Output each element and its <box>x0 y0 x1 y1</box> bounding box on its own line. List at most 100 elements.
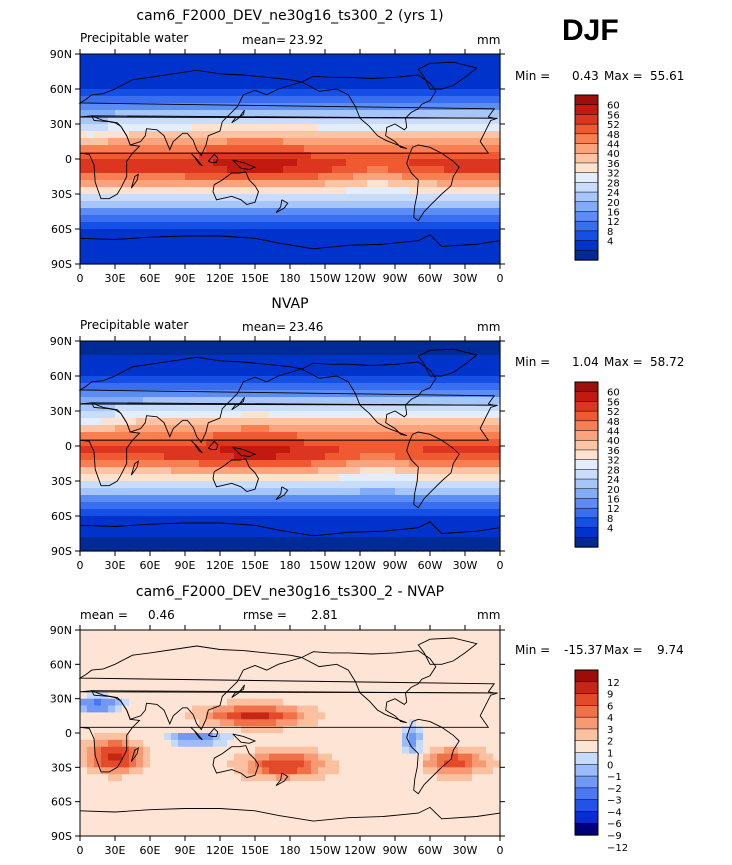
field-cell <box>346 124 354 132</box>
field-cell <box>136 208 144 216</box>
field-cell <box>402 145 410 153</box>
field-cell <box>493 159 501 167</box>
field-cell <box>199 96 207 104</box>
field-cell <box>262 650 270 659</box>
field-cell <box>269 481 277 489</box>
field-cell <box>290 719 298 727</box>
field-cell <box>276 166 284 174</box>
field-cell <box>234 54 242 62</box>
field-cell <box>115 89 123 97</box>
field-cell <box>458 664 466 672</box>
field-cell <box>416 467 424 475</box>
field-cell <box>150 733 158 741</box>
field-cell <box>143 166 151 174</box>
field-cell <box>430 355 438 363</box>
field-cell <box>185 467 193 475</box>
field-cell <box>486 201 494 209</box>
field-cell <box>437 117 445 125</box>
field-cell <box>437 509 445 517</box>
field-cell <box>465 341 473 349</box>
field-cell <box>80 131 88 139</box>
coastline <box>232 159 257 170</box>
field-cell <box>122 159 130 167</box>
field-cell <box>360 222 368 230</box>
field-cell <box>472 705 480 713</box>
field-cell <box>171 376 179 384</box>
field-cell <box>304 257 312 265</box>
field-cell <box>458 54 466 62</box>
field-cell <box>486 530 494 538</box>
field-cell <box>87 404 95 412</box>
field-cell <box>94 89 102 97</box>
field-cell <box>339 138 347 146</box>
field-cell <box>213 509 221 517</box>
field-cell <box>444 746 452 755</box>
field-cell <box>241 75 249 83</box>
field-cell <box>108 684 116 693</box>
field-cell <box>283 495 291 503</box>
field-cell <box>374 746 382 755</box>
field-cell <box>465 684 473 693</box>
field-cell <box>416 187 424 195</box>
field-cell <box>171 390 179 398</box>
field-cell <box>283 180 291 188</box>
field-cell <box>213 75 221 83</box>
field-cell <box>388 376 396 384</box>
field-cell <box>164 481 172 489</box>
field-cell <box>423 509 431 517</box>
field-cell <box>178 760 186 768</box>
field-cell <box>234 453 242 461</box>
field-cell <box>248 753 256 762</box>
field-cell <box>465 376 473 384</box>
field-cell <box>297 630 305 638</box>
field-cell <box>122 474 130 482</box>
field-cell <box>430 664 438 672</box>
field-cell <box>409 355 417 363</box>
field-cell <box>353 411 361 419</box>
field-cell <box>269 544 277 552</box>
field-cell <box>458 257 466 265</box>
field-cell <box>318 166 326 174</box>
field-cell <box>234 376 242 384</box>
field-cell <box>318 530 326 538</box>
field-cell <box>108 739 116 748</box>
field-cell <box>248 502 256 510</box>
field-cell <box>402 257 410 265</box>
field-cell <box>276 474 284 482</box>
field-cell <box>360 159 368 167</box>
field-cell <box>115 208 123 216</box>
field-cell <box>437 495 445 503</box>
field-cell <box>80 110 88 118</box>
field-cell <box>115 698 123 707</box>
colorbar-label: 52 <box>607 407 620 418</box>
field-cell <box>206 383 214 391</box>
field-cell <box>388 671 396 679</box>
field-cell <box>325 250 333 258</box>
field-cell <box>339 96 347 104</box>
field-cell <box>395 145 403 153</box>
field-cell <box>325 89 333 97</box>
field-cell <box>136 753 144 762</box>
field-cell <box>255 390 263 398</box>
field-cell <box>423 460 431 468</box>
field-cell <box>444 194 452 202</box>
field-cell <box>178 173 186 181</box>
field-cell <box>486 460 494 468</box>
field-cell <box>402 636 410 645</box>
field-cell <box>451 630 459 638</box>
field-cell <box>290 650 298 659</box>
field-cell <box>150 516 158 524</box>
field-cell <box>143 650 151 659</box>
field-cell <box>122 691 130 700</box>
field-cell <box>311 671 319 679</box>
field-cell <box>381 355 389 363</box>
field-cell <box>402 657 410 665</box>
field-cell <box>465 152 473 160</box>
field-cell <box>171 432 179 440</box>
field-cell <box>311 390 319 398</box>
field-cell <box>318 68 326 76</box>
field-cell <box>164 390 172 398</box>
colorbar-label: 40 <box>607 436 620 447</box>
field-cell <box>395 229 403 237</box>
field-cell <box>444 103 452 111</box>
